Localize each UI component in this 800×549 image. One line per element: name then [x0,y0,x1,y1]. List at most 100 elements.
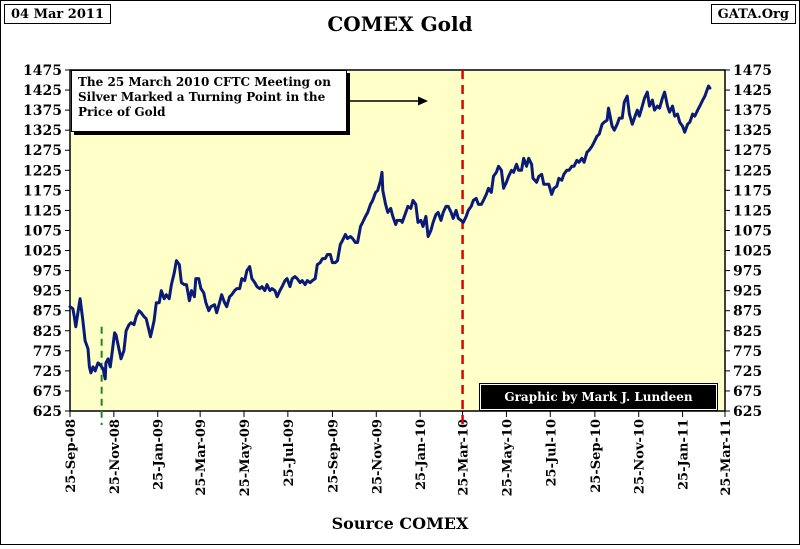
data-point [99,364,101,366]
data-point [120,358,122,360]
data-point [180,282,182,284]
x-tick-label-25-Nov-09: 25-Nov-09 [370,419,385,494]
data-point [380,179,382,181]
data-point [679,121,681,123]
data-point [480,203,482,205]
data-point [92,366,94,368]
data-point [148,330,150,332]
data-point [387,211,389,213]
y-tick-label-right-1125: 1125 [733,203,772,219]
data-point [492,175,495,177]
x-axis-title: Source COMEX [331,514,469,533]
data-point [659,107,661,109]
data-point [455,209,457,211]
data-point [193,296,195,298]
y-tick-label-left-675: 675 [33,384,62,400]
data-point [674,115,676,117]
data-point [311,280,313,282]
data-point [697,109,699,111]
site-label: GATA.Org [710,4,796,24]
y-tick-label-left-775: 775 [33,344,62,360]
data-point [261,286,263,288]
data-point [646,91,648,93]
y-tick-label-right-1025: 1025 [733,244,772,260]
y-tick-label-right-1375: 1375 [733,103,772,119]
data-point [140,312,142,314]
x-tick-label-25-Sep-08: 25-Sep-08 [64,419,79,493]
data-point [104,378,106,380]
data-point [699,105,701,107]
data-point [359,225,362,228]
data-point [450,211,452,213]
data-point [390,207,392,209]
x-tick-label-25-May-09: 25-May-09 [238,419,253,496]
data-point [626,95,628,97]
y-tick-label-right-1325: 1325 [733,123,772,139]
data-point [115,334,117,336]
data-point [79,298,81,300]
x-tick-label-25-Mar-10: 25-Mar-10 [457,419,472,496]
x-tick-label-25-Jul-09: 25-Jul-09 [282,419,297,487]
data-point [175,260,177,262]
y-tick-label-right-675: 675 [733,384,762,400]
data-point [244,280,246,282]
data-point [643,97,646,99]
y-tick-label-right-925: 925 [733,284,762,300]
data-point [362,221,364,223]
y-tick-label-right-825: 825 [733,324,762,340]
data-point [396,219,398,221]
data-point [435,213,437,215]
data-point [77,312,79,314]
y-tick-label-right-1225: 1225 [733,163,772,179]
data-point [364,215,367,217]
data-point [259,288,261,290]
data-point [203,292,205,294]
data-point [543,183,545,185]
data-point [183,284,185,286]
y-tick-label-left-625: 625 [33,404,62,420]
data-point [676,113,679,115]
event-markers [100,70,464,425]
data-point [173,272,175,274]
x-tick-label-25-Mar-11: 25-Mar-11 [719,419,734,496]
data-point [155,302,157,304]
y-tick-label-left-1425: 1425 [23,83,62,99]
data-point [513,171,515,173]
data-point [586,151,588,153]
data-point [581,157,583,159]
data-point [168,298,170,300]
data-point [532,177,534,179]
data-point [385,203,387,205]
data-point [296,278,298,280]
data-point [641,105,643,107]
data-point [440,219,442,221]
data-point [410,207,412,209]
data-point [633,117,636,119]
data-point [490,191,492,193]
data-point [528,157,530,159]
data-point [314,278,316,280]
data-point [422,225,424,228]
data-point [170,284,172,286]
data-point [603,121,605,123]
credit-label: Graphic by Mark J. Lundeen [479,383,718,411]
data-point [482,199,484,201]
data-point [190,290,193,292]
data-point [536,181,538,183]
data-point [329,253,331,256]
data-point [114,332,116,334]
data-point [653,109,656,111]
data-point [301,280,303,282]
data-point [425,215,427,217]
data-point [82,320,84,322]
data-point [598,133,600,135]
data-point [90,372,92,374]
right-y-axis: 625 675 725 775 825 875 925 975 1025 1075 1125 1175… [725,63,772,420]
data-point [392,215,394,217]
y-tick-label-left-975: 975 [33,264,62,280]
data-point [294,276,296,278]
data-point [334,262,336,264]
data-point [284,280,286,282]
data-point [611,125,613,127]
data-point [566,169,568,171]
